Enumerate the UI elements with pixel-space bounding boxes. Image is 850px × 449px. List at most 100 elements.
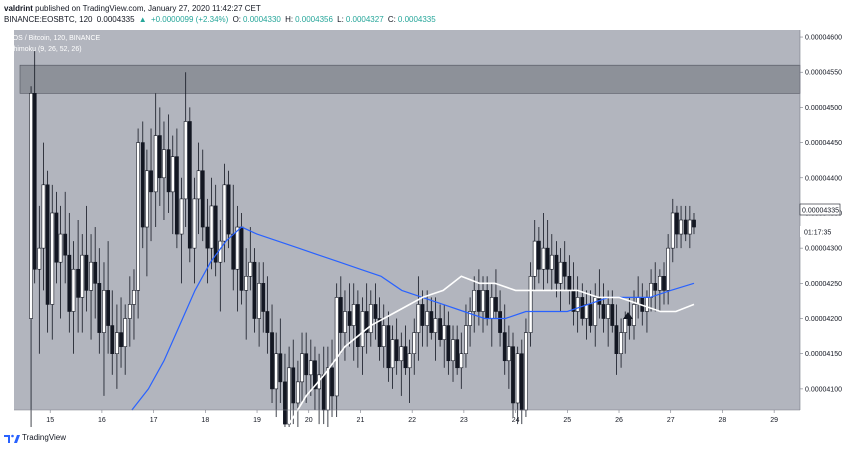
- price-tick-label: 0.00004550: [805, 70, 842, 77]
- candle: [257, 262, 262, 347]
- candle: [377, 297, 382, 361]
- candle: [37, 205, 42, 354]
- candle: [157, 107, 162, 206]
- candle: [692, 212, 696, 235]
- candle: [41, 142, 46, 291]
- candle: [330, 339, 334, 418]
- candle: [110, 290, 115, 375]
- candle: [390, 325, 395, 389]
- candle: [106, 241, 111, 354]
- candle: [338, 276, 343, 354]
- candle: [84, 205, 89, 312]
- candle: [67, 212, 72, 333]
- candle: [545, 220, 550, 284]
- candle: [381, 304, 386, 368]
- price-tick-label: 0.00004300: [805, 246, 842, 253]
- candle: [368, 290, 373, 347]
- time-tick-label: 17: [150, 417, 158, 424]
- candle: [511, 332, 515, 418]
- candle: [481, 276, 485, 333]
- candle: [687, 205, 692, 249]
- candle: [670, 198, 675, 263]
- candle: [102, 262, 106, 396]
- candle: [45, 170, 50, 333]
- candle: [222, 163, 227, 263]
- candle: [89, 234, 93, 340]
- legend-indicator[interactable]: Ichimoku (9, 26, 52, 26): [8, 46, 82, 53]
- legend-pair[interactable]: EOS / Bitcoin, 120, BINANCE: [8, 35, 101, 42]
- candle: [502, 304, 507, 375]
- high-label: H:: [285, 15, 294, 24]
- ichimoku-base-line: [131, 226, 695, 411]
- candle: [541, 212, 546, 291]
- candle: [252, 248, 257, 333]
- candle: [536, 227, 541, 284]
- candle: [455, 325, 460, 375]
- candle: [494, 269, 498, 319]
- ichimoku-lagging-line: [288, 275, 695, 425]
- candle: [562, 241, 567, 291]
- candle: [619, 318, 623, 368]
- candle: [662, 262, 666, 305]
- candle: [632, 290, 636, 340]
- publish-line: valdrint published on TradingView.com, J…: [4, 4, 261, 13]
- candle: [97, 248, 102, 354]
- candle: [63, 191, 68, 284]
- time-tick-label: 19: [253, 417, 261, 424]
- candle: [351, 283, 356, 361]
- time-tick-label: 28: [719, 417, 727, 424]
- candle: [360, 297, 365, 375]
- candle: [506, 325, 511, 389]
- candle: [442, 304, 447, 368]
- candle: [274, 332, 279, 418]
- candle: [93, 227, 98, 319]
- candle: [614, 304, 619, 375]
- author-name[interactable]: valdrint: [4, 4, 33, 13]
- change-arrow-icon: ▲: [138, 15, 147, 24]
- price-chart[interactable]: 0.00004600 0.00004550 0.00004500 0.00004450…: [0, 30, 850, 427]
- candle: [76, 220, 81, 333]
- candle: [179, 177, 184, 284]
- candle: [420, 290, 425, 347]
- candle: [248, 227, 253, 291]
- candle: [162, 121, 166, 220]
- candle: [32, 51, 37, 284]
- candle: [200, 149, 205, 242]
- footer-brand[interactable]: TradingView: [22, 433, 67, 442]
- candle: [313, 346, 317, 410]
- time-tick-label: 29: [770, 417, 778, 424]
- countdown-badge-value: 01:17:35: [804, 230, 831, 237]
- candle: [334, 283, 339, 418]
- low-value: 0.0004327: [345, 15, 384, 24]
- candle: [464, 304, 468, 368]
- candle: [50, 184, 55, 340]
- candle: [472, 276, 477, 333]
- price-axis[interactable]: 0.00004600 0.00004550 0.00004500 0.00004450…: [800, 35, 842, 394]
- candle: [235, 205, 240, 312]
- candle: [373, 283, 378, 340]
- candle: [304, 332, 309, 403]
- low-label: L:: [337, 15, 344, 24]
- price-tick-label: 0.00004600: [805, 35, 842, 42]
- time-tick-label: 27: [667, 417, 675, 424]
- price-tick-label: 0.00004250: [805, 281, 842, 288]
- candle: [588, 290, 593, 333]
- candle: [416, 276, 421, 361]
- candle: [300, 332, 304, 403]
- candle: [58, 205, 63, 319]
- price-tick-label: 0.00004450: [805, 140, 842, 147]
- candle: [226, 170, 231, 249]
- time-axis[interactable]: 15 16 17 18 19 20 21 22 23 24 25 26 27 28 29: [46, 410, 778, 424]
- tradingview-logo-icon[interactable]: [4, 433, 20, 443]
- candle: [71, 241, 76, 354]
- candle: [183, 72, 188, 228]
- candle: [403, 325, 408, 375]
- last-price-badge-value: 0.00004335: [802, 208, 839, 215]
- time-tick-label: 25: [563, 417, 571, 424]
- candle: [580, 283, 585, 326]
- candle: [429, 297, 434, 340]
- last-price-badge: 0.00004335 01:17:35: [799, 203, 841, 237]
- candle: [601, 283, 606, 333]
- candle: [119, 297, 123, 368]
- candle: [265, 276, 270, 354]
